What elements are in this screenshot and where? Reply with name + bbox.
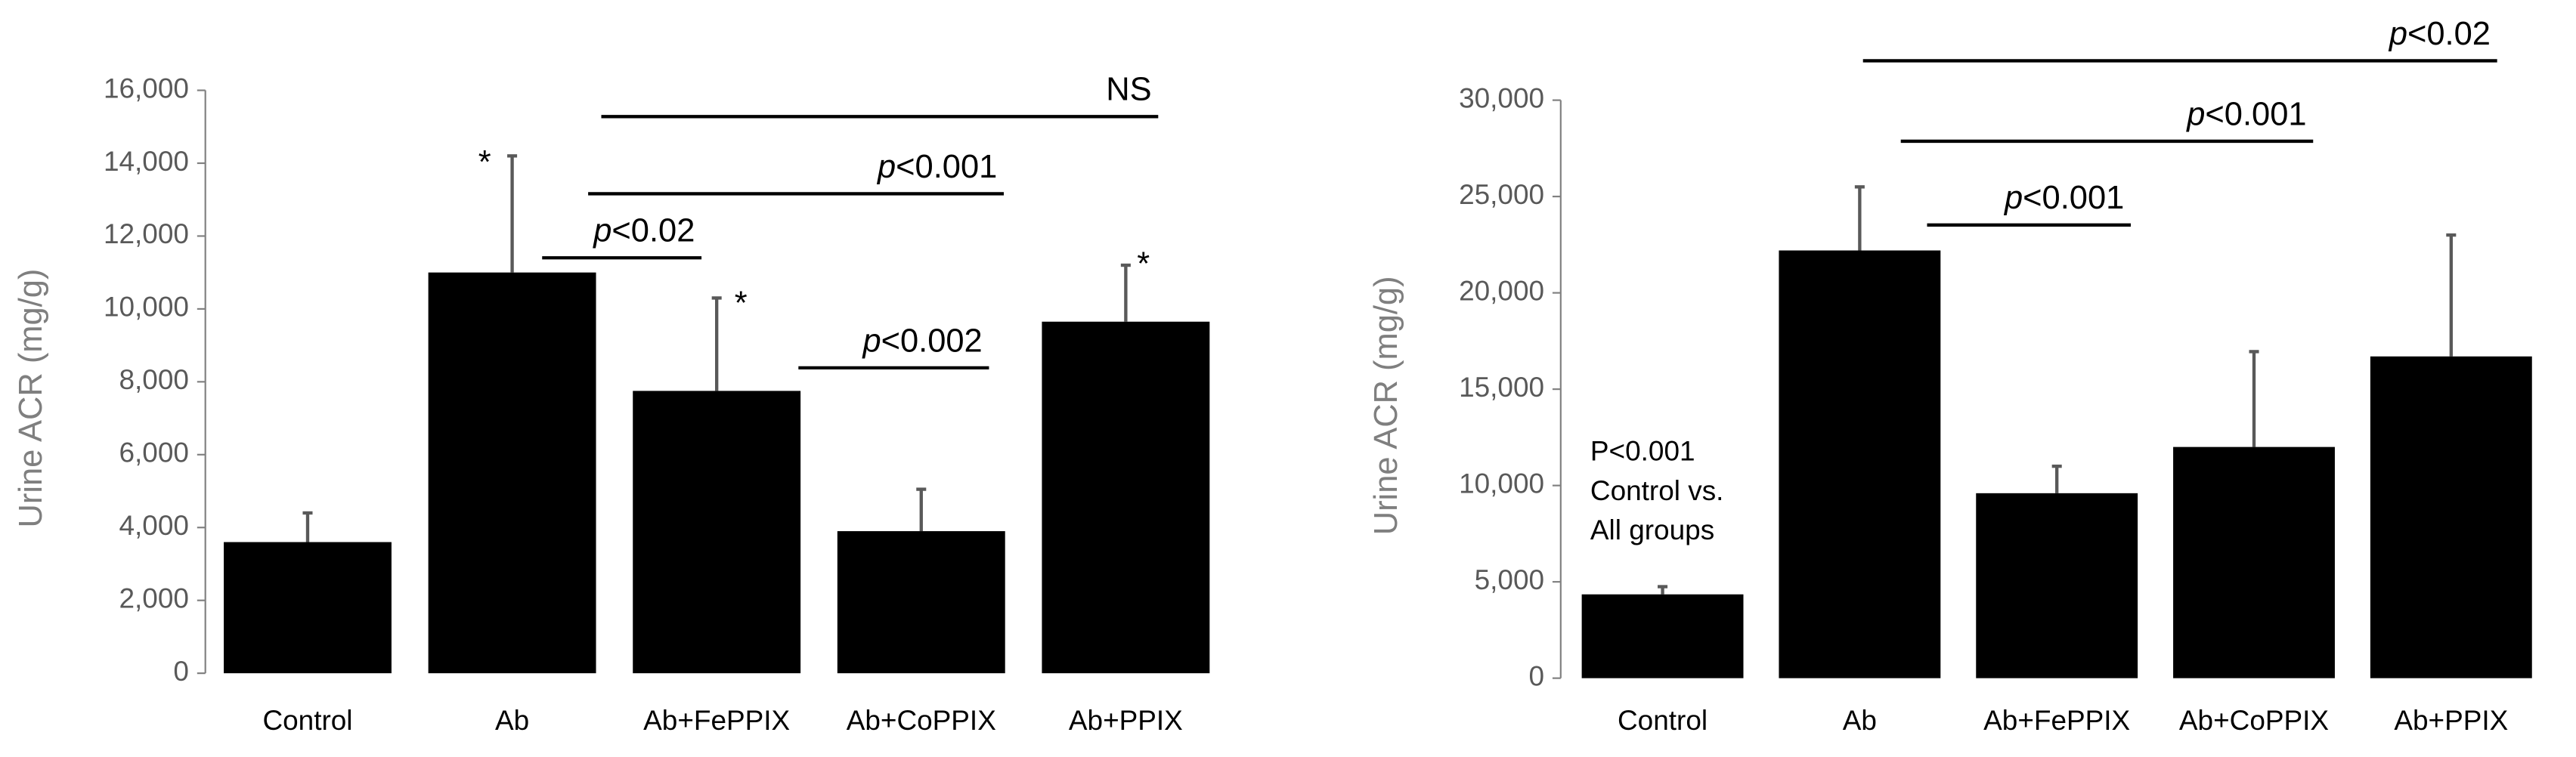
significance-label: p<0.001 bbox=[2185, 97, 2306, 133]
y-tick-label: 12,000 bbox=[104, 218, 189, 249]
y-tick-label: 10,000 bbox=[104, 292, 189, 323]
note: P<0.001 bbox=[1590, 436, 1695, 467]
asterisk: * bbox=[478, 144, 491, 181]
significance-label: p<0.02 bbox=[2388, 16, 2491, 52]
bar bbox=[2173, 446, 2335, 678]
significance-p: p bbox=[876, 149, 896, 185]
x-tick-label: Ab+FePPIX bbox=[643, 705, 790, 736]
bar bbox=[1779, 250, 1941, 678]
x-tick-label: Ab bbox=[1843, 705, 1877, 736]
y-tick-label: 8,000 bbox=[119, 364, 189, 395]
bar bbox=[1976, 493, 2138, 678]
significance-label: p<0.001 bbox=[876, 149, 997, 185]
y-tick-label: 0 bbox=[173, 656, 189, 687]
asterisk: * bbox=[1137, 246, 1150, 283]
y-axis-label: Urine ACR (mg/g) bbox=[13, 269, 49, 528]
y-tick-label: 15,000 bbox=[1459, 372, 1544, 403]
significance-label: p<0.002 bbox=[861, 323, 982, 360]
significance-p: p bbox=[2003, 181, 2023, 217]
asterisk: * bbox=[735, 286, 748, 322]
significance-text: <0.001 bbox=[2023, 181, 2124, 217]
x-tick-label: Ab+PPIX bbox=[1069, 705, 1183, 736]
bar bbox=[1042, 321, 1210, 674]
x-tick-label: Control bbox=[1618, 705, 1708, 736]
y-tick-label: 30,000 bbox=[1459, 82, 1544, 113]
significance-label: p<0.001 bbox=[2003, 181, 2124, 217]
y-tick-label: 6,000 bbox=[119, 437, 189, 468]
bar bbox=[1581, 594, 1744, 678]
significance-p: p bbox=[861, 323, 881, 360]
significance-text: NS bbox=[1106, 72, 1151, 108]
y-tick-label: 5,000 bbox=[1475, 564, 1544, 595]
y-tick-label: 14,000 bbox=[104, 146, 189, 177]
y-tick-label: 4,000 bbox=[119, 510, 189, 541]
significance-text: <0.001 bbox=[896, 149, 997, 185]
significance-label: p<0.02 bbox=[592, 213, 695, 249]
y-tick-label: 0 bbox=[1529, 660, 1545, 691]
x-tick-label: Ab+FePPIX bbox=[1983, 705, 2130, 736]
y-tick-label: 10,000 bbox=[1459, 468, 1544, 499]
x-tick-label: Ab+CoPPIX bbox=[847, 705, 996, 736]
x-tick-label: Ab+PPIX bbox=[2394, 705, 2508, 736]
bar bbox=[224, 542, 392, 674]
bar bbox=[837, 531, 1005, 674]
note: Control vs. bbox=[1590, 475, 1724, 506]
note: All groups bbox=[1590, 514, 1714, 545]
significance-label: NS bbox=[1106, 72, 1151, 108]
bar bbox=[428, 272, 596, 674]
significance-p: p bbox=[592, 213, 611, 249]
significance-p: p bbox=[2185, 97, 2205, 133]
y-axis-label: Urine ACR (mg/g) bbox=[1368, 276, 1404, 535]
significance-text: <0.001 bbox=[2205, 97, 2306, 133]
y-tick-label: 16,000 bbox=[104, 73, 189, 104]
significance-p: p bbox=[2388, 16, 2407, 52]
bar bbox=[633, 391, 801, 674]
x-tick-label: Control bbox=[262, 705, 352, 736]
significance-text: <0.02 bbox=[611, 213, 695, 249]
x-tick-label: Ab bbox=[495, 705, 529, 736]
significance-text: <0.002 bbox=[881, 323, 983, 360]
y-tick-label: 25,000 bbox=[1459, 179, 1544, 210]
x-tick-label: Ab+CoPPIX bbox=[2179, 705, 2329, 736]
bar bbox=[2370, 356, 2532, 678]
y-tick-label: 2,000 bbox=[119, 582, 189, 613]
significance-text: <0.02 bbox=[2407, 16, 2491, 52]
y-tick-label: 20,000 bbox=[1459, 275, 1544, 306]
